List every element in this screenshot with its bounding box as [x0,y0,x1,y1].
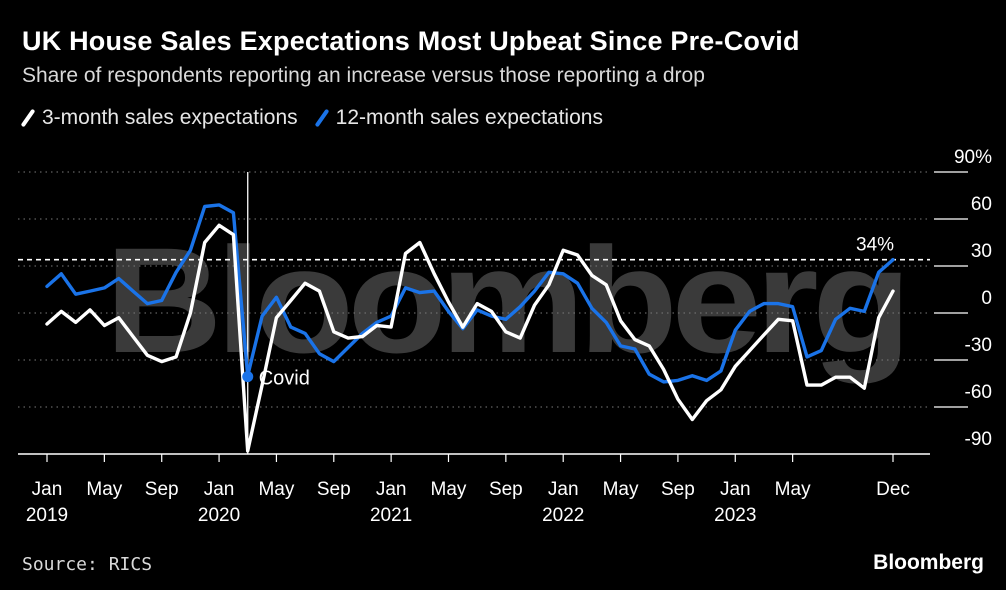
bloomberg-logo: Bloomberg [873,551,984,574]
y-tick-label: 30 [971,241,992,262]
chart-subtitle: Share of respondents reporting an increa… [22,64,705,87]
x-tick-year-label: 2020 [198,505,240,526]
x-tick-label: May [258,479,294,500]
legend-item-3-month: 3-month sales expectations [20,106,298,130]
x-tick-label: May [431,479,467,500]
x-tick-year-label: 2022 [542,505,584,526]
x-tick-label: Jan [204,479,235,500]
x-tick-label: Dec [876,479,910,500]
source-note: Source: RICS [22,554,153,575]
legend-item-12-month: 12-month sales expectations [314,106,603,130]
series-line-3-month [45,223,895,453]
covid-point-marker [242,371,254,383]
latest-value-label: 34% [856,235,894,256]
legend-label-3-month: 3-month sales expectations [42,106,298,129]
x-tick-year-label: 2021 [370,505,412,526]
x-tick-label: Sep [317,479,351,500]
x-tick-year-label: 2019 [26,505,68,526]
y-tick-label: -90 [965,429,992,450]
x-tick-label: Sep [489,479,523,500]
watermark-text: Bloomberg [105,216,905,384]
legend: 3-month sales expectations 12-month sale… [20,106,621,130]
x-tick-label: May [603,479,639,500]
x-tick-label: May [86,479,122,500]
covid-annotation-label: Covid [259,368,310,390]
y-tick-label: -30 [965,335,992,356]
x-tick-year-label: 2023 [714,505,756,526]
y-tick-label: 90% [954,147,992,168]
x-tick-label: Jan [376,479,407,500]
y-tick-label: 60 [971,194,992,215]
x-tick-label: May [775,479,811,500]
chart-title: UK House Sales Expectations Most Upbeat … [22,26,800,56]
x-tick-label: Jan [548,479,579,500]
x-tick-label: Sep [145,479,179,500]
series-line-12-month [45,203,895,384]
y-tick-label: -60 [965,382,992,403]
y-tick-label: 0 [981,288,992,309]
x-tick-label: Jan [720,479,751,500]
x-tick-label: Jan [32,479,63,500]
x-tick-label: Sep [661,479,695,500]
legend-label-12-month: 12-month sales expectations [335,106,603,129]
